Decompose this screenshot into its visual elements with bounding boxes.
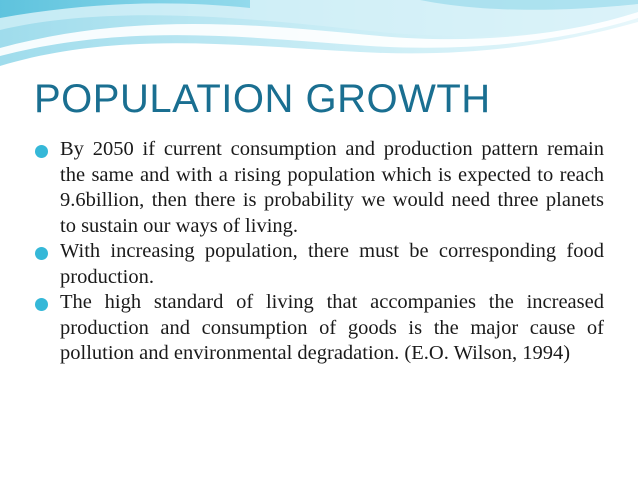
bullet-text: By 2050 if current consumption and produ…: [60, 138, 604, 237]
bullet-list: By 2050 if current consumption and produ…: [34, 137, 604, 367]
bullet-text: The high standard of living that accompa…: [60, 291, 604, 364]
slide-title: POPULATION GROWTH: [34, 77, 491, 121]
bullet-dot-icon: [35, 297, 48, 311]
bullet-item: With increasing population, there must b…: [34, 239, 604, 290]
bullet-item: The high standard of living that accompa…: [34, 290, 604, 367]
bullet-dot-icon: [35, 246, 48, 260]
header-wave-decoration: [0, 0, 638, 66]
bullet-dot-icon: [35, 144, 48, 158]
bullet-text: With increasing population, there must b…: [60, 240, 604, 288]
bullet-item: By 2050 if current consumption and produ…: [34, 137, 604, 239]
